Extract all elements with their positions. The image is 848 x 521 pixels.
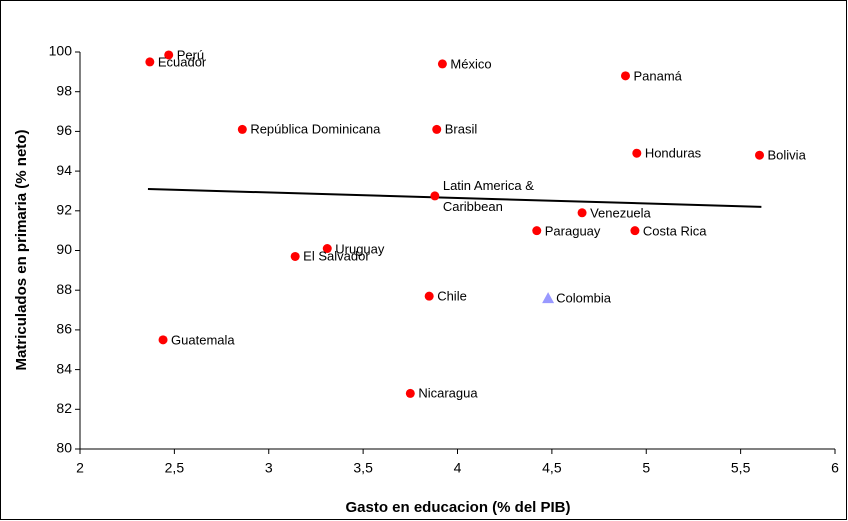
x-tick-label: 6 bbox=[831, 460, 839, 476]
y-tick-label: 86 bbox=[56, 321, 72, 337]
x-tick-label: 2,5 bbox=[165, 460, 185, 476]
x-tick-label: 3,5 bbox=[353, 460, 373, 476]
point-label: Bolivia bbox=[767, 147, 806, 163]
point-label: Latin America & Caribbean bbox=[442, 177, 534, 214]
y-tick-label: 96 bbox=[56, 122, 72, 138]
point-label: México bbox=[450, 56, 492, 72]
point-marker bbox=[542, 292, 555, 304]
point-marker bbox=[755, 150, 764, 160]
point-label: Perú bbox=[176, 47, 205, 63]
y-tick-label: 94 bbox=[56, 162, 72, 178]
y-tick-label: 88 bbox=[56, 281, 72, 297]
y-tick-label: 82 bbox=[56, 400, 72, 416]
y-tick-label: 80 bbox=[56, 440, 72, 456]
y-tick-label: 90 bbox=[56, 241, 72, 257]
point-marker bbox=[237, 124, 247, 134]
x-tick-label: 4 bbox=[454, 460, 462, 476]
point-marker bbox=[145, 57, 155, 67]
point-marker bbox=[437, 59, 447, 69]
point-label: Costa Rica bbox=[642, 223, 707, 239]
point-label: Honduras bbox=[644, 145, 702, 161]
point-marker bbox=[405, 388, 415, 398]
y-axis-title: Matriculados en primaria (% neto) bbox=[13, 130, 30, 371]
point-label: Ecuador bbox=[157, 54, 207, 70]
point-marker bbox=[620, 71, 630, 81]
y-tick-label: 84 bbox=[56, 360, 72, 376]
point-marker bbox=[432, 124, 442, 134]
point-marker bbox=[430, 191, 440, 201]
point-marker bbox=[290, 251, 300, 261]
point-marker bbox=[532, 226, 542, 236]
x-tick-label: 3 bbox=[265, 460, 273, 476]
y-tick-label: 98 bbox=[56, 82, 72, 98]
point-marker bbox=[577, 208, 587, 218]
point-label: Uruguay bbox=[335, 241, 385, 256]
x-tick-label: 2 bbox=[76, 460, 84, 476]
x-tick-label: 4,5 bbox=[542, 460, 562, 476]
point-label: Panamá bbox=[633, 68, 682, 84]
point-marker bbox=[630, 226, 640, 236]
trend-line bbox=[147, 187, 762, 208]
point-marker bbox=[164, 50, 174, 60]
x-tick-label: 5,5 bbox=[731, 460, 751, 476]
x-axis-title: Gasto en educacion (% del PIB) bbox=[345, 499, 570, 516]
point-label: República Dominicana bbox=[250, 121, 381, 137]
y-tick-label: 92 bbox=[56, 202, 72, 218]
point-label: Brasil bbox=[444, 121, 478, 137]
point-marker bbox=[322, 244, 332, 254]
point-marker bbox=[632, 148, 642, 158]
y-tick-label: 100 bbox=[49, 43, 73, 59]
point-marker bbox=[158, 335, 168, 345]
point-label: Paraguay bbox=[544, 223, 601, 239]
point-marker bbox=[424, 291, 434, 301]
point-label: Venezuela bbox=[590, 205, 651, 221]
x-tick-label: 5 bbox=[642, 460, 650, 476]
point-label: Guatemala bbox=[171, 332, 235, 348]
point-label: Chile bbox=[437, 288, 467, 304]
point-label: Nicaragua bbox=[418, 385, 478, 401]
point-label: El Salvador bbox=[303, 248, 370, 264]
point-label: Colombia bbox=[556, 290, 612, 306]
